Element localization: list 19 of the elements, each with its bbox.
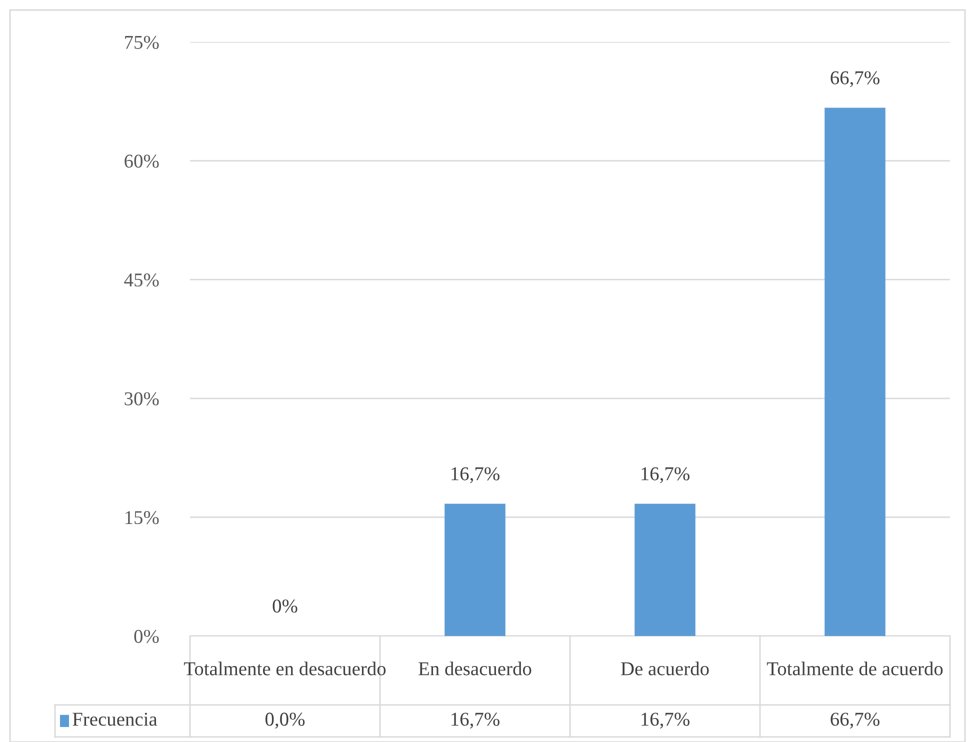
y-tick-label: 45% [124,273,159,287]
text: 0,0% [265,712,305,729]
x-tick-label: Totalmente de acuerdo [766,662,943,676]
data-label: 16,7% [452,467,500,484]
y-tick-label: 30% [124,392,159,406]
data-label: 0% [272,599,298,613]
x-tick-label: Totalmente en desacuerdo [184,662,386,676]
text: 66,7% [830,712,880,729]
data-label: 16,7% [642,467,690,484]
y-tick-label: 0% [134,630,159,643]
text: 16,7% [452,712,500,729]
text: 16,7% [642,712,690,729]
y-tick-label: 75% [125,36,159,49]
data-label: 66,7% [830,71,880,88]
y-tick-label: 15% [126,511,159,524]
y-tick-label: 60% [124,154,159,168]
legend-label: Frecuencia [72,712,158,726]
x-tick-label: De acuerdo [621,662,709,676]
x-tick-label: En desacuerdo [418,662,532,676]
